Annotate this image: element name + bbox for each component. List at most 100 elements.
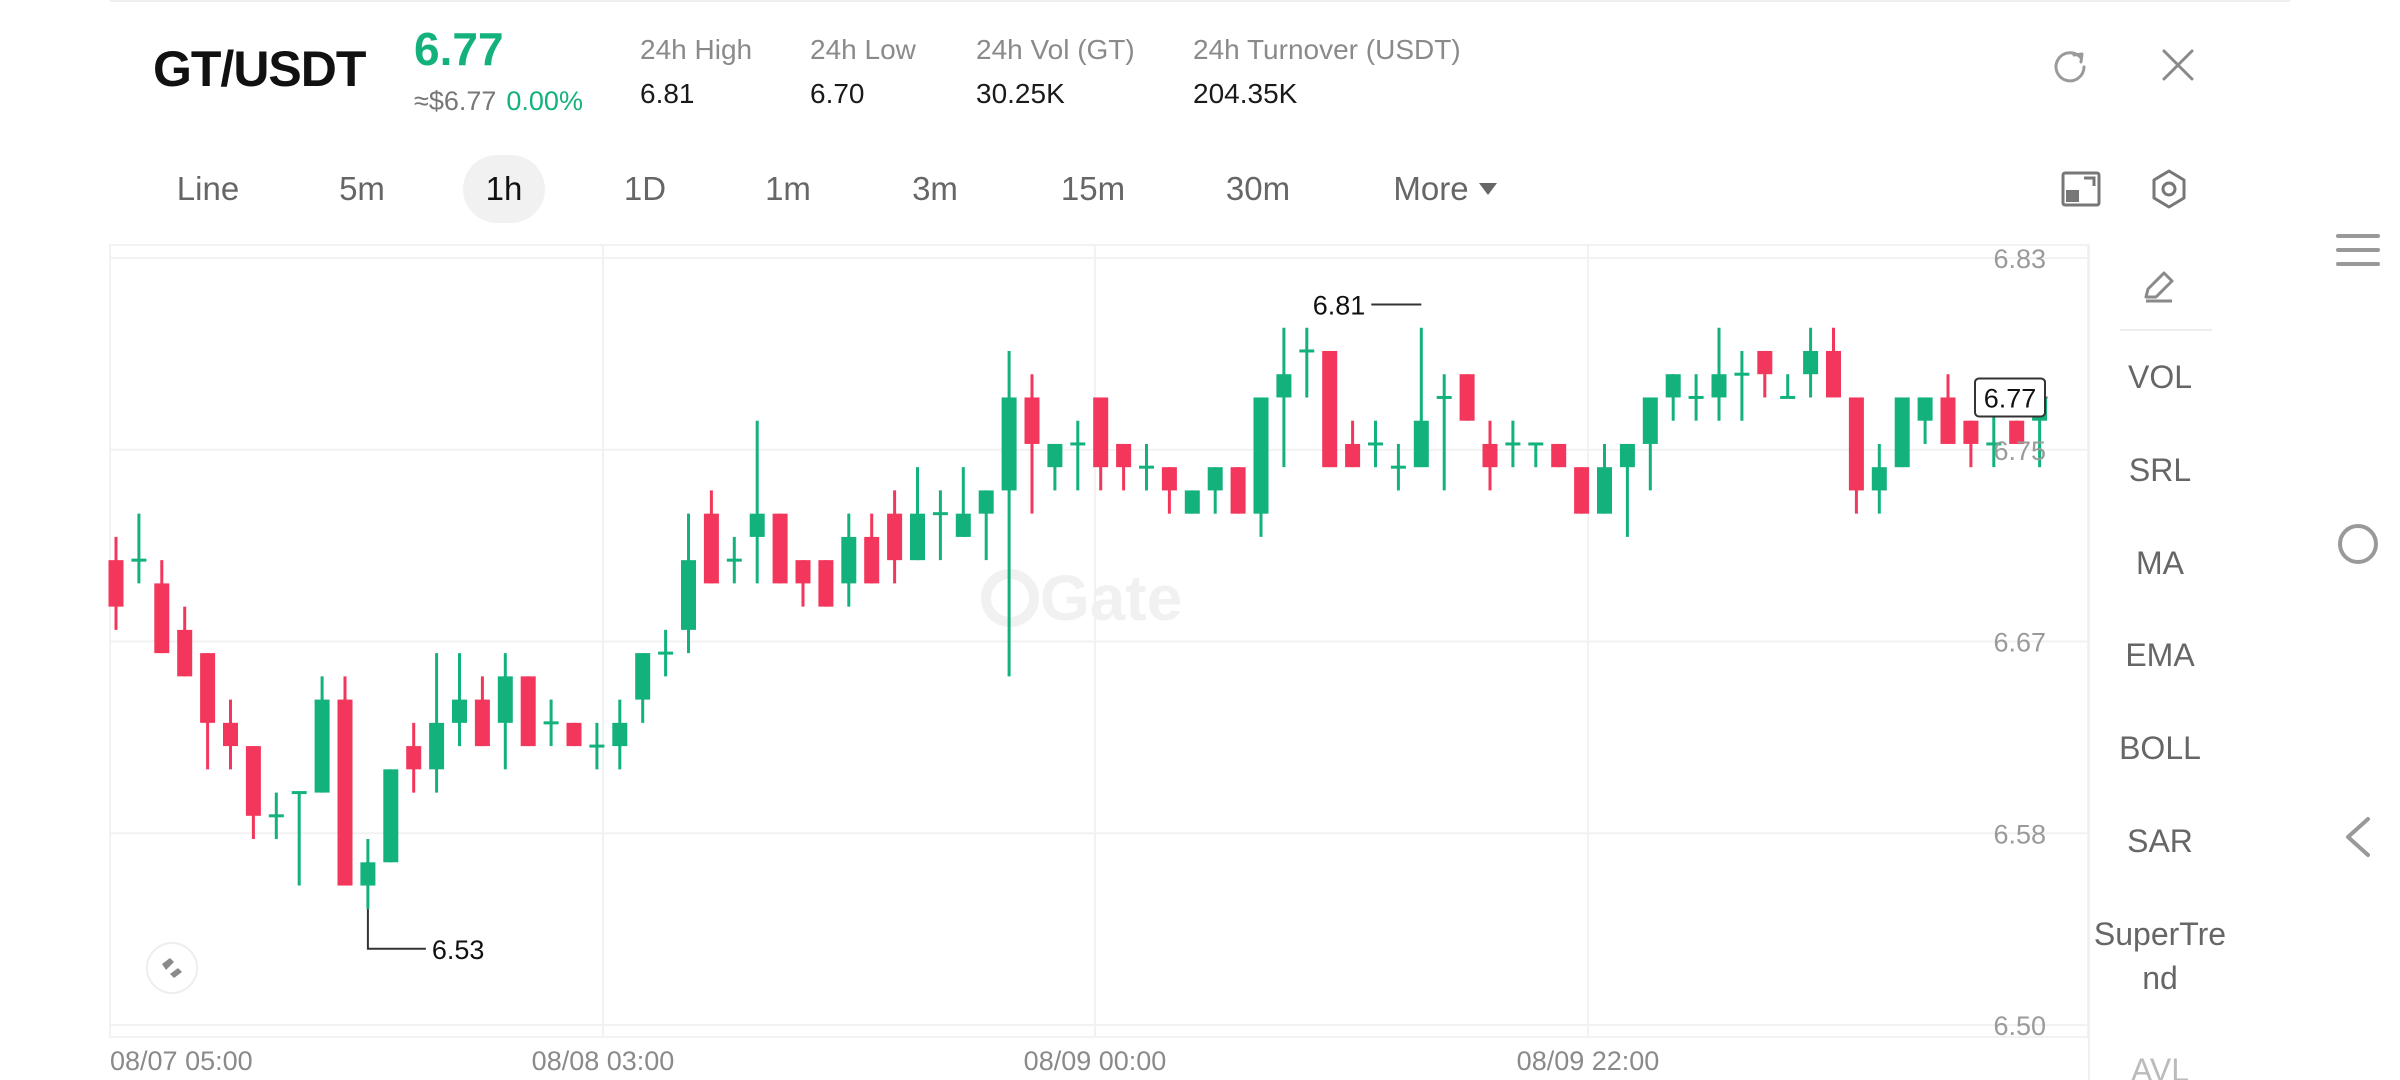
candle — [1413, 327, 1429, 468]
candle — [1047, 443, 1063, 491]
y-tick-label: 6.67 — [1993, 628, 2046, 658]
candle-body — [1734, 372, 1750, 376]
candle — [612, 699, 628, 770]
candle — [1207, 467, 1223, 514]
candle — [1070, 420, 1086, 491]
candle — [1619, 443, 1635, 537]
candle-body — [1207, 467, 1223, 491]
candle-body — [406, 746, 422, 770]
candle-body — [360, 862, 376, 886]
indicator-panel: VOL SRL MA EMA BOLL SAR SuperTre nd AVL — [2088, 245, 2228, 1080]
candle-body — [177, 629, 193, 677]
indicator-avl[interactable]: AVL — [2130, 1052, 2190, 1080]
settings-icon[interactable] — [2148, 168, 2190, 210]
refresh-icon[interactable] — [2050, 45, 2090, 85]
candle-body — [1688, 395, 1704, 399]
tab-1d[interactable]: 1D — [623, 170, 667, 207]
candle — [177, 606, 193, 677]
tab-5m[interactable]: 5m — [339, 170, 385, 207]
candle-body — [1368, 442, 1383, 446]
candle-body — [223, 722, 238, 747]
candle — [910, 467, 925, 561]
chart-link-button[interactable] — [146, 942, 198, 994]
stat-value: 30.25K — [976, 78, 1065, 109]
candle-body — [520, 676, 536, 747]
candle-body — [910, 513, 925, 561]
candle — [1345, 420, 1361, 468]
candle — [314, 676, 330, 793]
indicator-srl[interactable]: SRL — [2128, 452, 2192, 488]
indicator-supertrend-line2[interactable]: nd — [2142, 960, 2178, 996]
panel-divider — [2120, 329, 2212, 331]
candle-body — [1505, 442, 1521, 446]
candle — [1482, 420, 1498, 491]
candle-body — [1093, 397, 1109, 468]
gate-watermark: Gate — [981, 562, 1182, 634]
candlestick-chart[interactable]: Gate 6.836.756.676.586.50 08/07 05:00 08/… — [0, 0, 2090, 1080]
pencil-icon[interactable] — [2140, 267, 2178, 305]
home-circle-icon[interactable] — [2336, 522, 2380, 566]
candle — [681, 513, 696, 654]
candle — [543, 699, 559, 747]
stat-24h-vol: 24h Vol (GT) 30.25K — [976, 34, 1135, 110]
candle — [452, 653, 467, 747]
candle-body — [1459, 374, 1475, 421]
indicator-supertrend-line1[interactable]: SuperTre — [2093, 916, 2227, 952]
candle-body — [1894, 397, 1910, 468]
landscape-icon[interactable] — [2060, 168, 2102, 210]
indicator-boll[interactable]: BOLL — [2119, 730, 2201, 766]
indicator-ema[interactable]: EMA — [2125, 637, 2195, 673]
tab-30m[interactable]: 30m — [1225, 170, 1291, 207]
candle-body — [1574, 467, 1590, 514]
candle — [887, 490, 903, 584]
indicator-vol[interactable]: VOL — [2127, 359, 2193, 395]
tab-line[interactable]: Line — [176, 170, 240, 207]
candle — [726, 536, 742, 584]
candle-body — [1848, 397, 1864, 491]
candle — [2009, 420, 2025, 444]
candle — [566, 722, 582, 747]
candle — [474, 676, 490, 747]
candle-body — [887, 513, 903, 561]
candle — [1116, 443, 1132, 491]
candle — [497, 653, 513, 770]
time-axis: 08/07 05:00 08/08 03:00 08/09 00:00 08/09 2… — [110, 1046, 1659, 1076]
candle-body — [978, 490, 994, 514]
stat-label: 24h High — [640, 34, 753, 65]
close-icon[interactable] — [2160, 47, 2196, 83]
tab-more[interactable]: More — [1380, 155, 1510, 223]
candle-body — [1826, 350, 1841, 398]
candle — [154, 560, 170, 654]
change-percent: 0.00% — [506, 86, 583, 116]
back-chevron-icon[interactable] — [2342, 815, 2374, 859]
y-tick-label: 6.83 — [1993, 244, 2046, 274]
candle-body — [1070, 442, 1086, 446]
stat-24h-turnover: 24h Turnover (USDT) 204.35K — [1193, 34, 1461, 110]
candle — [841, 513, 857, 607]
candle-body — [1597, 467, 1612, 514]
candle — [1368, 420, 1383, 468]
candle-body — [612, 722, 628, 747]
candle — [818, 560, 834, 607]
tab-1h[interactable]: 1h — [463, 155, 545, 223]
tab-3m[interactable]: 3m — [912, 170, 958, 207]
menu-icon[interactable] — [2336, 232, 2380, 268]
candle-body — [1184, 490, 1200, 514]
stat-value: 6.81 — [640, 78, 695, 109]
current-price-tag — [1974, 377, 2046, 418]
tab-15m[interactable]: 15m — [1060, 170, 1126, 207]
indicator-sar[interactable]: SAR — [2127, 823, 2193, 859]
candle — [360, 839, 376, 909]
indicator-ma[interactable]: MA — [2136, 545, 2184, 581]
candle-body — [383, 769, 399, 863]
tab-1m[interactable]: 1m — [765, 170, 811, 207]
candle — [749, 420, 765, 584]
candle-body — [1711, 374, 1727, 398]
candle-body — [1551, 443, 1567, 468]
candle — [520, 676, 536, 747]
stat-label: 24h Low — [810, 34, 916, 65]
stat-label: 24h Vol (GT) — [976, 34, 1135, 65]
candle-body — [1986, 442, 2002, 446]
approx-usd-price: ≈$6.77 0.00% — [414, 86, 583, 117]
candle — [1322, 350, 1338, 468]
